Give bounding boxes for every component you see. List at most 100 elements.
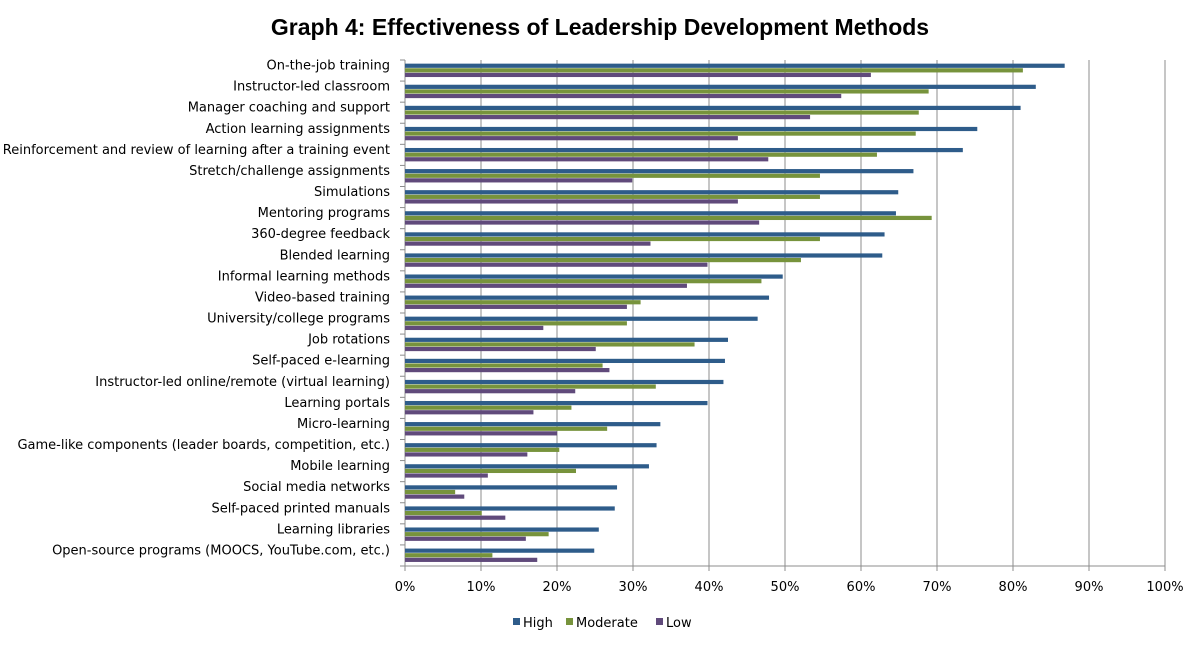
bar-low (405, 220, 760, 225)
category-label: Self-paced e-learning (252, 354, 390, 369)
bar-low (405, 557, 538, 562)
bar-low (405, 93, 842, 99)
legend-label-low: Low (666, 616, 692, 631)
bar-low (405, 262, 708, 267)
bar-low (405, 283, 687, 288)
bar-low (405, 515, 506, 520)
x-tick-label: 60% (847, 580, 876, 595)
bar-low (405, 136, 738, 141)
bar-high (405, 527, 599, 532)
bar-moderate (405, 173, 820, 178)
bar-high (405, 506, 615, 511)
bar-low (405, 431, 557, 436)
category-label: University/college programs (207, 312, 390, 327)
category-label: Job rotations (307, 333, 390, 348)
bar-high (405, 232, 885, 237)
x-tick-label: 20% (543, 580, 572, 595)
bar-high (405, 190, 899, 195)
bar-moderate (405, 532, 549, 537)
category-label: Stretch/challenge assignments (189, 164, 390, 179)
legend-swatch-high (513, 618, 520, 625)
bar-moderate (405, 215, 932, 221)
bar-low (405, 473, 488, 478)
legend-label-high: High (523, 616, 553, 631)
x-tick-label: 100% (1146, 580, 1183, 595)
bar-moderate (405, 510, 482, 516)
bar-moderate (405, 110, 919, 115)
bar-moderate (405, 321, 627, 326)
legend-swatch-moderate (566, 618, 573, 625)
bar-high (405, 126, 978, 132)
category-label: Mentoring programs (258, 206, 391, 221)
bar-high (405, 464, 649, 469)
bar-low (405, 115, 811, 120)
bar-moderate (405, 194, 820, 199)
bar-low (405, 410, 534, 415)
bar-high (405, 379, 724, 385)
x-tick-label: 10% (467, 580, 496, 595)
category-label: Learning portals (284, 396, 390, 411)
bar-moderate (405, 131, 916, 136)
category-label: Video-based training (255, 290, 390, 305)
bar-high (405, 211, 896, 216)
category-label: Social media networks (243, 480, 390, 495)
bar-high (405, 169, 914, 174)
bar-high (405, 105, 1021, 111)
bar-moderate (405, 68, 1023, 73)
bar-moderate (405, 468, 576, 474)
category-label: Blended learning (280, 248, 390, 263)
bar-high (405, 337, 728, 342)
bar-high (405, 84, 1036, 89)
bar-moderate (405, 405, 572, 410)
category-label: Micro-learning (297, 417, 390, 432)
category-label: Self-paced printed manuals (211, 501, 390, 516)
bar-moderate (405, 384, 656, 389)
category-label: Learning libraries (277, 522, 390, 537)
bar-low (405, 389, 576, 394)
bar-high (405, 316, 758, 321)
bar-moderate (405, 300, 641, 305)
legend-swatch-low (656, 618, 663, 625)
bar-low (405, 72, 871, 78)
bar-moderate (405, 553, 493, 558)
category-label: Reinforcement and review of learning aft… (3, 143, 390, 158)
bar-high (405, 253, 883, 258)
x-tick-label: 80% (999, 580, 1028, 595)
category-label: Instructor-led classroom (233, 80, 390, 95)
bar-moderate (405, 447, 560, 452)
bar-moderate (405, 363, 603, 368)
category-label: Mobile learning (290, 459, 390, 474)
bar-high (405, 147, 963, 153)
x-tick-label: 40% (695, 580, 724, 595)
bar-low (405, 494, 465, 499)
x-tick-label: 50% (771, 580, 800, 595)
category-label: Manager coaching and support (188, 101, 390, 116)
legend-label-moderate: Moderate (576, 616, 638, 631)
bar-low (405, 368, 610, 373)
bar-moderate (405, 236, 820, 242)
bar-high (405, 400, 708, 406)
bar-moderate (405, 89, 929, 94)
bar-high (405, 443, 657, 448)
bar-high (405, 422, 661, 427)
bar-moderate (405, 489, 456, 495)
category-label: On-the-job training (267, 59, 391, 74)
bar-high (405, 295, 770, 300)
bar-high (405, 358, 725, 364)
x-tick-label: 90% (1075, 580, 1104, 595)
bar-low (405, 304, 627, 309)
category-label: Game-like components (leader boards, com… (17, 438, 390, 453)
bar-low (405, 346, 596, 352)
bar-low (405, 178, 633, 183)
bar-moderate (405, 279, 762, 284)
bar-moderate (405, 342, 695, 347)
bar-high (405, 485, 618, 490)
bar-low (405, 325, 544, 331)
x-tick-label: 0% (395, 580, 416, 595)
x-tick-label: 30% (619, 580, 648, 595)
bar-low (405, 241, 651, 246)
bar-low (405, 199, 738, 204)
category-label: Open-source programs (MOOCS, YouTube.com… (52, 543, 390, 558)
